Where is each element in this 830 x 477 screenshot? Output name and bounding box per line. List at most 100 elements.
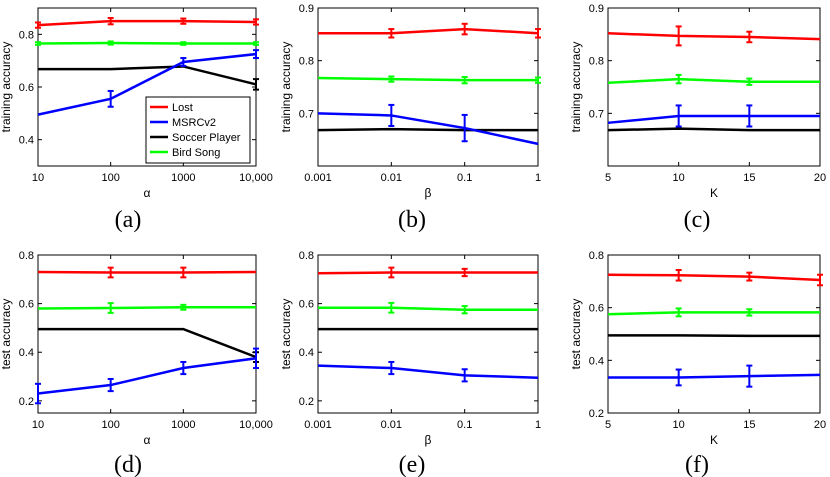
x-axis-label: α (144, 433, 151, 447)
series-line-msrcv2 (608, 373, 821, 379)
x-tick-label: 10 (32, 172, 44, 184)
y-tick-label: 0.2 (19, 396, 34, 408)
y-tick-label: 0.6 (299, 299, 314, 311)
y-axis-label: training accuracy (279, 42, 293, 133)
y-axis-label: test accuracy (0, 299, 13, 370)
y-axis-label: test accuracy (279, 299, 293, 370)
y-tick-label: 0.2 (589, 408, 604, 420)
x-tick-label: 0.001 (304, 419, 332, 431)
x-tick-label: 0.01 (381, 172, 402, 184)
x-axis-label: α (144, 186, 151, 200)
series-line-msrcv2 (317, 112, 539, 146)
panel-0: 10 100 1000 10,000 0.4 0.6 0.8 α training accura… (0, 7, 273, 233)
series-line-bird-song (318, 306, 538, 311)
panel-label: (c) (684, 207, 711, 233)
y-axis-label: training accuracy (0, 42, 13, 133)
panel-4: 0.001 0.01 0.1 1 0.2 0.4 0.6 0.8 β test accuracy (… (279, 250, 541, 477)
y-tick-label: 0.8 (19, 250, 34, 262)
series-line-lost (607, 273, 821, 282)
series-line-lost (607, 32, 821, 41)
series-line-bird-song (37, 306, 256, 310)
x-axis-label: β (425, 433, 432, 447)
panel-3: 10 100 1000 10,000 0.2 0.4 0.6 0.8 α test accurac… (0, 250, 273, 477)
series-line-lost (37, 19, 257, 27)
y-tick-label: 0.4 (299, 347, 314, 359)
x-tick-label: 5 (605, 419, 611, 431)
plot-frame (607, 254, 821, 414)
panel-label: (f) (685, 452, 709, 477)
legend-entry: MSRCv2 (172, 117, 216, 129)
y-tick-label: 0.4 (589, 355, 604, 367)
y-axis-label: training accuracy (569, 42, 583, 133)
y-tick-label: 0.4 (19, 135, 34, 147)
series-line-soccer-player (38, 327, 257, 359)
series-line-msrcv2 (37, 52, 257, 116)
series-line-soccer-player (608, 334, 820, 338)
panel-1: 0.001 0.01 0.1 1 0.7 0.8 0.9 β training accuracy… (279, 3, 541, 233)
plot-frame (317, 7, 539, 167)
x-tick-label: 10,000 (239, 172, 273, 184)
series-line-bird-song (607, 311, 820, 316)
legend: Lost MSRCv2 Soccer Player Bird Song (145, 96, 251, 164)
series-line-msrcv2 (37, 357, 257, 395)
x-axis-label: K (710, 186, 718, 200)
y-tick-label: 0.8 (589, 250, 604, 262)
series-line-soccer-player (607, 127, 820, 132)
x-tick-label: 100 (101, 172, 119, 184)
x-tick-label: 10 (32, 419, 44, 431)
x-tick-label: 100 (101, 419, 119, 431)
x-tick-label: 1 (535, 419, 541, 431)
legend-entry: Bird Song (172, 147, 220, 159)
x-tick-label: 15 (743, 172, 755, 184)
y-tick-label: 0.8 (19, 29, 34, 41)
y-tick-label: 0.9 (299, 3, 314, 15)
y-tick-label: 0.6 (19, 82, 34, 94)
x-axis-label: K (710, 433, 718, 447)
series-line-lost (317, 271, 538, 275)
series-line-bird-song (317, 76, 538, 82)
y-axis-label: test accuracy (569, 299, 583, 370)
y-tick-label: 0.6 (589, 303, 604, 315)
y-tick-label: 0.8 (299, 56, 314, 68)
y-tick-label: 0.8 (589, 56, 604, 68)
x-tick-label: 1000 (171, 172, 195, 184)
x-tick-label: 10 (673, 419, 685, 431)
series-line-msrcv2 (317, 364, 539, 380)
series-line-soccer-player (38, 65, 257, 86)
series-line-bird-song (607, 77, 820, 85)
panel-label: (e) (399, 452, 426, 477)
x-tick-label: 0.1 (457, 172, 472, 184)
x-tick-label: 15 (743, 419, 755, 431)
x-tick-label: 0.1 (457, 419, 472, 431)
panel-label: (a) (115, 207, 142, 233)
plot-frame (317, 254, 539, 414)
x-tick-label: 5 (605, 172, 611, 184)
series-line-lost (318, 27, 539, 35)
plot-frame (607, 7, 821, 167)
series-line-bird-song (37, 41, 256, 45)
x-tick-label: 10 (673, 172, 685, 184)
series-line-soccer-player (317, 127, 538, 132)
x-tick-label: 1000 (171, 419, 195, 431)
x-tick-label: 1 (535, 172, 541, 184)
y-tick-label: 0.8 (299, 250, 314, 262)
legend-entry: Soccer Player (172, 132, 241, 144)
panel-label: (d) (114, 452, 142, 477)
series-line-msrcv2 (607, 114, 820, 125)
x-tick-label: 20 (814, 172, 826, 184)
y-tick-label: 0.4 (19, 347, 34, 359)
x-axis-label: β (425, 186, 432, 200)
y-tick-label: 0.7 (299, 108, 314, 120)
x-tick-label: 10,000 (239, 419, 273, 431)
legend-entry: Lost (172, 102, 193, 114)
x-tick-label: 0.01 (381, 419, 402, 431)
panel-label: (b) (398, 207, 426, 233)
y-tick-label: 0.9 (589, 3, 604, 15)
x-tick-label: 20 (814, 419, 826, 431)
x-tick-label: 0.001 (304, 172, 332, 184)
y-tick-label: 0.2 (299, 396, 314, 408)
plot-frame (37, 254, 257, 414)
